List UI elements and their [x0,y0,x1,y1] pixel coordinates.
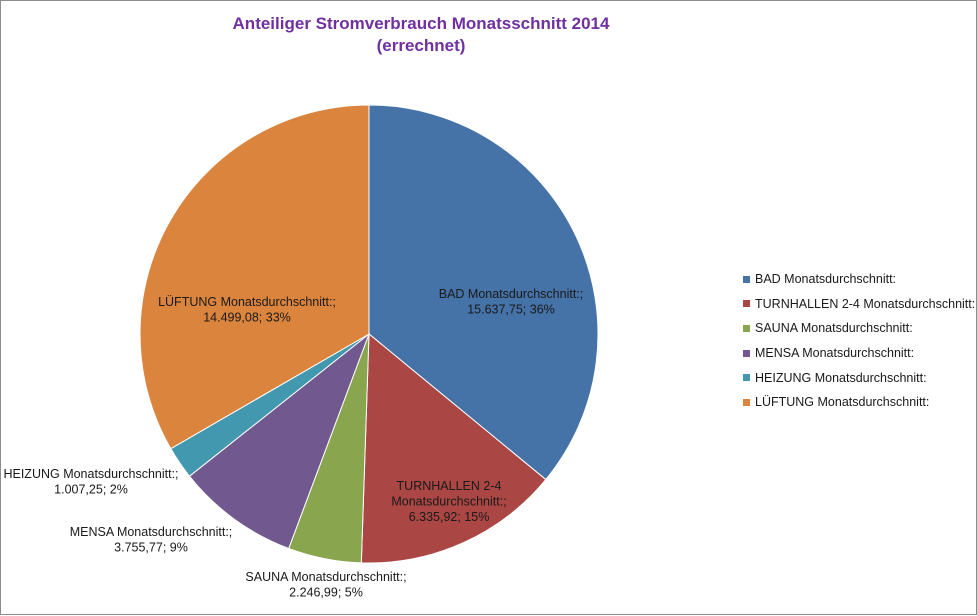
pie-slice-1 [368,104,599,481]
legend-item-5: HEIZUNG Monatsdurchschnitt: [743,365,975,390]
legend-item-3: SAUNA Monatsdurchschnitt: [743,316,975,341]
legend-swatch [743,349,750,357]
legend: BAD Monatsdurchschnitt: TURNHALLEN 2-4 Mo… [743,267,975,415]
legend-label: TURNHALLEN 2-4 Monatsdurchschnitt: [755,296,976,311]
data-label-3: SAUNA Monatsdurchschnitt:; 2.246,99; 5% [245,570,406,600]
legend-swatch [743,398,750,406]
chart-title-line2: (errechnet) [376,36,466,55]
legend-label: LÜFTUNG Monatsdurchschnitt: [755,395,930,410]
legend-item-4: MENSA Monatsdurchschnitt: [743,341,975,366]
data-label-1: BAD Monatsdurchschnitt:; 15.637,75; 36% [439,287,584,317]
legend-label: BAD Monatsdurchschnitt: [755,272,897,287]
chart-title: Anteiliger Stromverbrauch Monatsschnitt … [1,13,841,57]
chart-title-line1: Anteiliger Stromverbrauch Monatsschnitt … [232,14,610,33]
data-label-4: MENSA Monatsdurchschnitt:; 3.755,77; 9% [70,525,233,555]
pie-slice-6 [139,104,370,450]
legend-swatch [743,374,750,382]
pie-slice-2 [360,332,547,564]
data-label-2: TURNHALLEN 2-4 Monatsdurchschnitt:; 6.335,… [391,479,506,524]
legend-swatch [743,275,750,283]
legend-swatch [743,300,750,308]
data-label-5: HEIZUNG Monatsdurchschnitt:; 1.007,25; 2% [3,467,178,497]
legend-swatch [743,324,750,332]
data-label-6: LÜFTUNG Monatsdurchschnitt:; 14.499,08; 3… [158,295,336,325]
legend-item-6: LÜFTUNG Monatsdurchschnitt: [743,390,975,415]
pie-slice-4 [188,332,371,550]
legend-label: MENSA Monatsdurchschnitt: [755,346,915,361]
legend-label: SAUNA Monatsdurchschnitt: [755,321,913,336]
legend-label: HEIZUNG Monatsdurchschnitt: [755,370,927,385]
legend-item-1: BAD Monatsdurchschnitt: [743,267,975,292]
legend-item-2: TURNHALLEN 2-4 Monatsdurchschnitt: [743,292,975,317]
